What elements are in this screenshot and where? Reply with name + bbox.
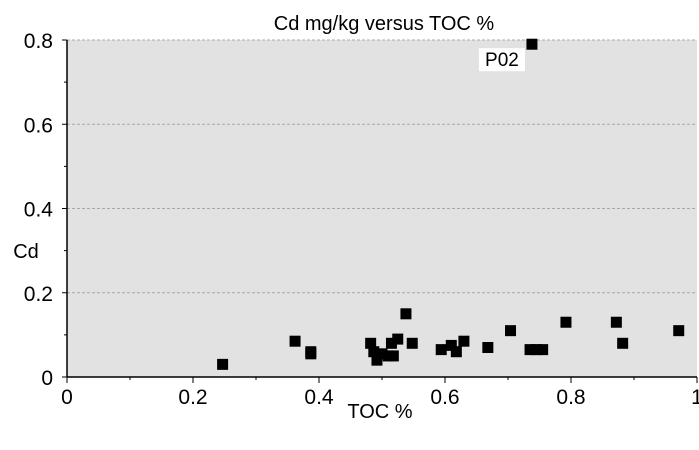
data-point-3 [305, 348, 317, 360]
data-point-0 [217, 358, 229, 370]
data-point-15 [445, 339, 457, 351]
data-point-10 [387, 350, 399, 362]
annotations: P02 [478, 48, 525, 72]
y-tick-label: 0 [41, 367, 53, 390]
data-point-19 [505, 325, 517, 337]
x-tick-label: 1 [691, 386, 699, 409]
data-point-13 [406, 337, 418, 349]
x-tick-label: 0.6 [430, 386, 459, 409]
data-point-22 [537, 344, 549, 356]
x-axis-label: TOC % [347, 401, 412, 423]
annotation-box [478, 48, 525, 72]
y-tick-label: 0.4 [24, 199, 54, 222]
data-points [217, 38, 685, 370]
data-point-26 [673, 325, 685, 337]
annotation-label: P02 [485, 50, 519, 71]
y-axis-label: Cd [13, 241, 39, 263]
data-point-4 [365, 337, 377, 349]
data-point-17 [458, 335, 470, 347]
data-point-12 [400, 308, 412, 320]
gridlines [67, 39, 697, 294]
data-point-7 [376, 348, 388, 360]
y-tick-label: 0.8 [24, 30, 53, 53]
x-tick-label: 0.2 [178, 386, 207, 409]
data-point-5 [368, 346, 380, 358]
data-point-11 [392, 333, 404, 345]
data-point-1 [289, 335, 301, 347]
x-tick-label: 0.8 [556, 386, 585, 409]
data-point-6 [371, 354, 383, 366]
data-point-24 [610, 316, 622, 328]
x-tick-label: 0.4 [304, 386, 334, 409]
data-point-9 [385, 337, 397, 349]
data-point-18 [482, 342, 494, 354]
data-point-21 [530, 344, 542, 356]
y-tick-label: 0.6 [24, 114, 53, 137]
x-axis-ticks: 0 0.2 0.4 0.6 0.8 1 [61, 377, 699, 409]
data-point-14 [435, 344, 447, 356]
x-tick-label: 0 [61, 386, 73, 409]
data-point-27 [526, 38, 538, 50]
data-point-25 [617, 337, 629, 349]
data-point-23 [560, 316, 572, 328]
chart-title: Cd mg/kg versus TOC % [274, 13, 495, 35]
data-point-20 [524, 344, 536, 356]
y-tick-label: 0.2 [24, 283, 53, 306]
annotation-0: P02 [478, 48, 525, 72]
data-point-16 [450, 346, 462, 358]
y-axis-ticks: 0 0.2 0.4 0.6 0.8 [24, 30, 67, 390]
